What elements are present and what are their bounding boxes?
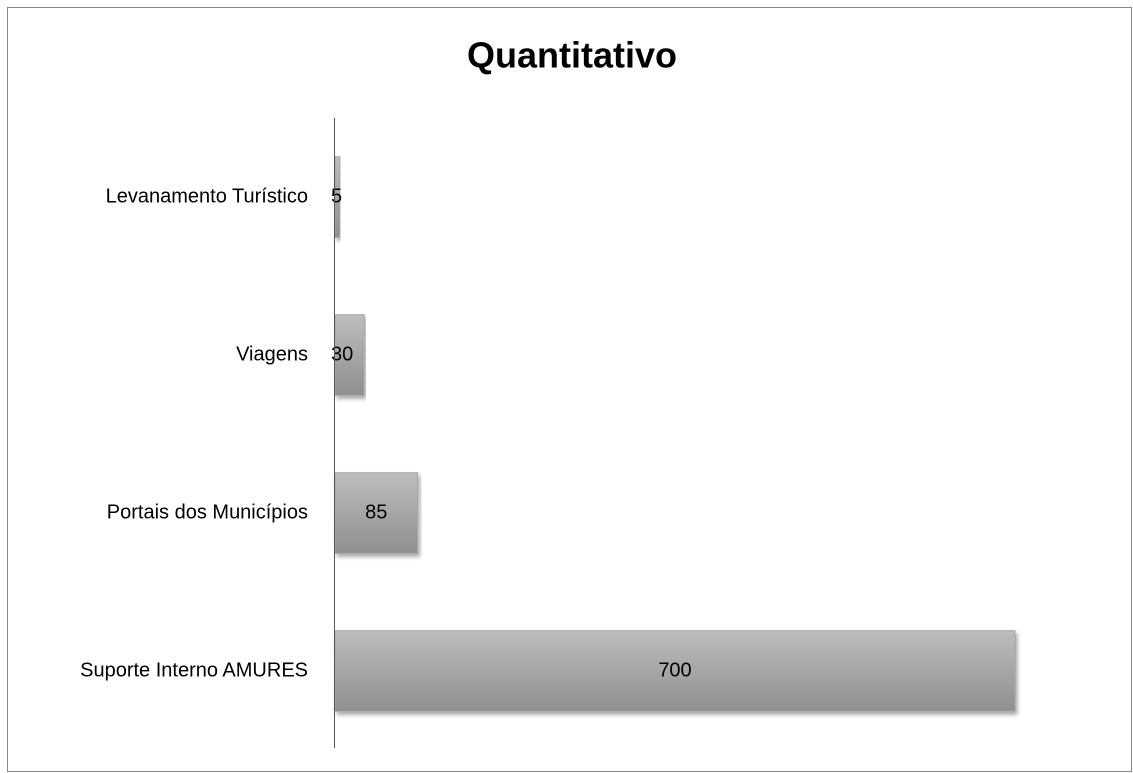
chart-title: Quantitativo <box>467 35 677 76</box>
value-label: 30 <box>331 343 353 365</box>
bar <box>334 472 419 554</box>
category-label: Levanamento Turístico <box>106 185 308 207</box>
category-label: Portais dos Municípios <box>107 501 308 523</box>
bar <box>334 630 1016 712</box>
value-label: 5 <box>331 185 342 207</box>
category-label: Suporte Interno AMURES <box>80 659 308 681</box>
value-label: 85 <box>365 501 387 523</box>
value-label: 700 <box>658 659 691 681</box>
bar <box>334 314 365 396</box>
category-label: Viagens <box>236 343 308 365</box>
